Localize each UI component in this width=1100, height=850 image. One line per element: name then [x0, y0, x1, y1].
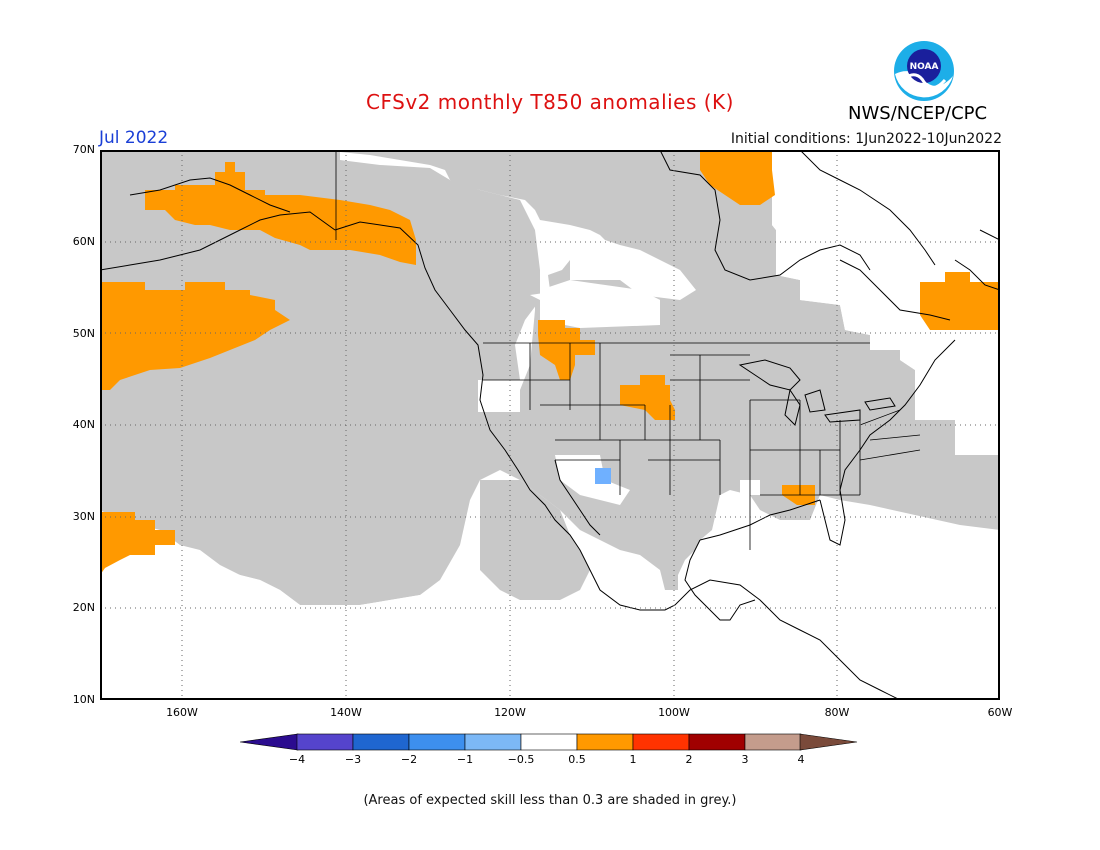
colorbar-segment	[464, 733, 522, 751]
lon-label-80w: 80W	[824, 706, 850, 719]
lon-label-60w: 60W	[987, 706, 1013, 719]
colorbar-arrow-low	[240, 733, 299, 751]
lat-label-30n: 30N	[72, 510, 95, 523]
lat-label-20n: 20N	[72, 601, 95, 614]
colorbar-segment	[408, 733, 466, 751]
colorbar-segment	[744, 733, 802, 751]
colorbar-label: 1	[629, 753, 637, 766]
cool-anomaly-region	[595, 468, 611, 484]
colorbar-label: −0.5	[507, 753, 535, 766]
political-borders	[335, 150, 921, 550]
lon-label-120w: 120W	[494, 706, 526, 719]
map-frame	[100, 150, 1000, 700]
noaa-logo-text: NOAA	[910, 62, 939, 72]
colorbar-label: 2	[685, 753, 693, 766]
initial-conditions-label: Initial conditions: 1Jun2022-10Jun2022	[730, 131, 1002, 147]
map-title: CFSv2 monthly T850 anomalies (K)	[366, 90, 734, 114]
warm-anomaly-regions	[100, 150, 1000, 575]
organization-label: NWS/NCEP/CPC	[848, 103, 988, 124]
lat-label-70n: 70N	[72, 143, 95, 156]
colorbar-label: 0.5	[568, 753, 586, 766]
colorbar-segment	[576, 733, 634, 751]
colorbar-label: 4	[797, 753, 805, 766]
colorbar-label: −2	[400, 753, 418, 766]
lat-label-50n: 50N	[72, 327, 95, 340]
valid-month-label: Jul 2022	[99, 128, 169, 148]
colorbar	[240, 733, 858, 751]
colorbar-segment	[296, 733, 354, 751]
skill-note: (Areas of expected skill less than 0.3 a…	[363, 793, 737, 808]
colorbar-label: −1	[456, 753, 474, 766]
lat-label-10n: 10N	[72, 693, 95, 706]
noaa-logo-icon: NOAA	[894, 41, 954, 101]
lon-label-100w: 100W	[658, 706, 690, 719]
colorbar-segment	[352, 733, 410, 751]
lon-label-160w: 160W	[166, 706, 198, 719]
colorbar-label: −3	[344, 753, 362, 766]
tropical-white-region	[100, 550, 440, 700]
lat-label-60n: 60N	[72, 235, 95, 248]
colorbar-segment	[632, 733, 690, 751]
anomaly-map	[100, 150, 1000, 700]
colorbar-arrow-high	[799, 733, 858, 751]
low-skill-region	[100, 150, 1000, 605]
colorbar-segment	[688, 733, 746, 751]
lat-label-40n: 40N	[72, 418, 95, 431]
coastlines	[100, 150, 1000, 700]
white-regions	[478, 150, 1000, 505]
colorbar-label: 3	[741, 753, 749, 766]
colorbar-segment	[520, 733, 578, 751]
graticule	[100, 150, 1000, 700]
lon-label-140w: 140W	[330, 706, 362, 719]
colorbar-label: −4	[288, 753, 306, 766]
